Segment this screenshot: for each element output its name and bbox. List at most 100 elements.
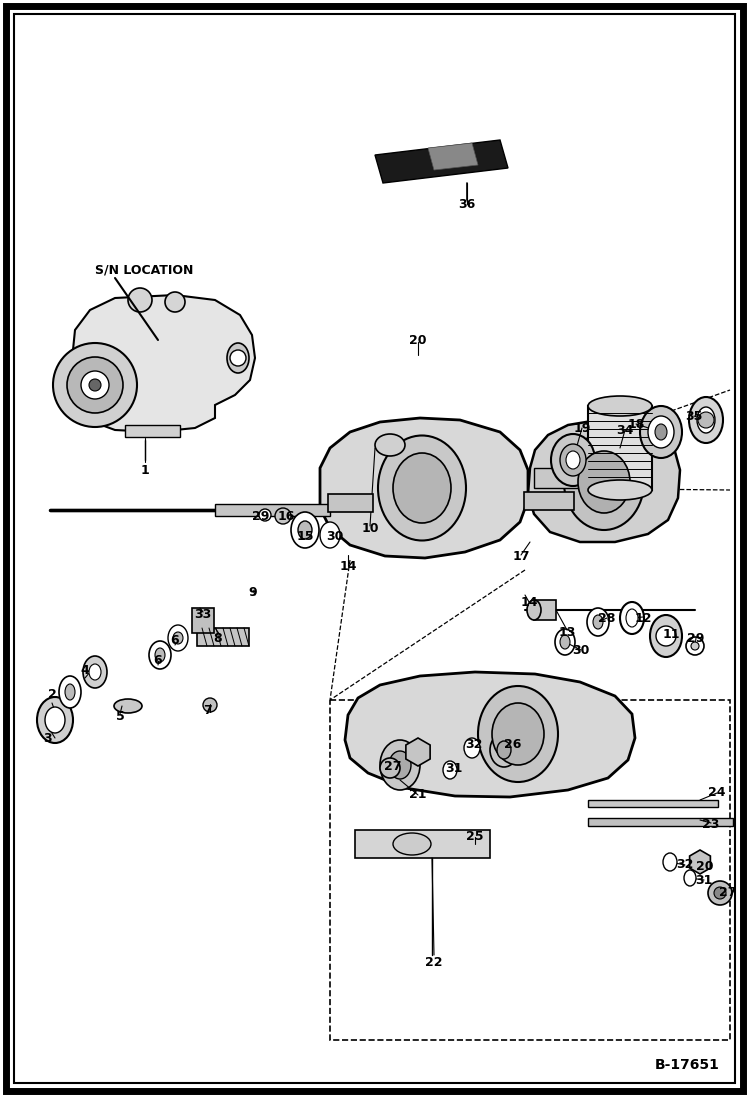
Text: 25: 25	[466, 829, 484, 842]
Polygon shape	[70, 295, 255, 432]
Ellipse shape	[173, 632, 183, 644]
Text: 31: 31	[695, 873, 713, 886]
Text: 12: 12	[634, 611, 652, 624]
Ellipse shape	[291, 512, 319, 548]
Text: 28: 28	[598, 611, 616, 624]
Text: B-17651: B-17651	[655, 1058, 720, 1072]
Ellipse shape	[114, 699, 142, 713]
Text: 14: 14	[521, 597, 538, 610]
Circle shape	[128, 289, 152, 312]
Text: 6: 6	[154, 654, 163, 667]
Circle shape	[230, 350, 246, 366]
Text: 32: 32	[465, 738, 482, 751]
Text: 13: 13	[558, 625, 576, 638]
Ellipse shape	[393, 833, 431, 855]
Circle shape	[67, 357, 123, 412]
Text: 20: 20	[697, 860, 714, 872]
Text: 23: 23	[703, 817, 720, 830]
Bar	[534, 600, 556, 620]
Ellipse shape	[375, 434, 405, 456]
Text: 30: 30	[572, 644, 589, 656]
Bar	[588, 818, 733, 826]
Ellipse shape	[168, 625, 188, 651]
Bar	[125, 425, 180, 437]
Ellipse shape	[478, 686, 558, 782]
Ellipse shape	[588, 480, 652, 500]
Ellipse shape	[89, 664, 101, 680]
Ellipse shape	[149, 641, 171, 669]
Circle shape	[698, 412, 714, 428]
Text: 15: 15	[297, 530, 314, 543]
Circle shape	[203, 698, 217, 712]
Bar	[534, 468, 592, 488]
Circle shape	[691, 642, 699, 651]
Polygon shape	[428, 143, 478, 170]
Ellipse shape	[389, 751, 411, 779]
Circle shape	[708, 881, 732, 905]
Text: 29: 29	[688, 632, 705, 645]
Ellipse shape	[380, 740, 420, 790]
Polygon shape	[375, 140, 508, 183]
Ellipse shape	[551, 434, 595, 486]
Bar	[197, 627, 249, 646]
Circle shape	[656, 626, 676, 646]
Circle shape	[275, 508, 291, 524]
Ellipse shape	[588, 396, 652, 416]
Ellipse shape	[593, 615, 603, 629]
Ellipse shape	[663, 853, 677, 871]
Bar	[588, 800, 718, 807]
Text: 33: 33	[195, 608, 212, 621]
Polygon shape	[406, 738, 430, 766]
Ellipse shape	[555, 629, 575, 655]
Ellipse shape	[490, 733, 518, 767]
Text: 18: 18	[628, 418, 645, 430]
Ellipse shape	[578, 451, 630, 513]
Text: 36: 36	[458, 197, 476, 211]
Ellipse shape	[684, 870, 696, 886]
Text: 7: 7	[203, 703, 211, 716]
Text: 2: 2	[48, 689, 56, 701]
Bar	[588, 406, 652, 490]
Text: 31: 31	[446, 761, 463, 774]
Circle shape	[686, 637, 704, 655]
Text: 3: 3	[43, 732, 52, 745]
Ellipse shape	[59, 676, 81, 708]
Text: 4: 4	[81, 664, 89, 677]
Ellipse shape	[320, 522, 340, 548]
Text: 35: 35	[685, 409, 703, 422]
Ellipse shape	[83, 656, 107, 688]
Text: 21: 21	[409, 788, 427, 801]
Bar	[215, 504, 330, 516]
Text: 30: 30	[327, 530, 344, 543]
Text: 8: 8	[213, 632, 222, 645]
Text: 27: 27	[719, 886, 737, 900]
Text: 27: 27	[384, 760, 401, 773]
Ellipse shape	[443, 761, 457, 779]
Text: 9: 9	[249, 586, 258, 599]
Text: 14: 14	[339, 561, 357, 574]
Bar	[192, 608, 214, 633]
Ellipse shape	[298, 521, 312, 539]
Circle shape	[81, 371, 109, 399]
Text: 19: 19	[573, 421, 591, 434]
Ellipse shape	[620, 602, 644, 634]
Ellipse shape	[640, 406, 682, 459]
Ellipse shape	[655, 425, 667, 440]
Text: 24: 24	[709, 787, 726, 800]
Circle shape	[89, 378, 101, 391]
Text: 22: 22	[425, 957, 443, 970]
Circle shape	[259, 509, 271, 521]
Circle shape	[380, 758, 400, 778]
Ellipse shape	[492, 703, 544, 765]
Ellipse shape	[648, 416, 674, 448]
Polygon shape	[355, 830, 490, 858]
Ellipse shape	[527, 600, 541, 620]
Ellipse shape	[697, 407, 715, 433]
Text: 5: 5	[115, 710, 124, 723]
Polygon shape	[320, 418, 528, 558]
Ellipse shape	[497, 740, 511, 759]
Text: 16: 16	[277, 509, 294, 522]
Ellipse shape	[587, 608, 609, 636]
Ellipse shape	[37, 697, 73, 743]
Circle shape	[53, 343, 137, 427]
